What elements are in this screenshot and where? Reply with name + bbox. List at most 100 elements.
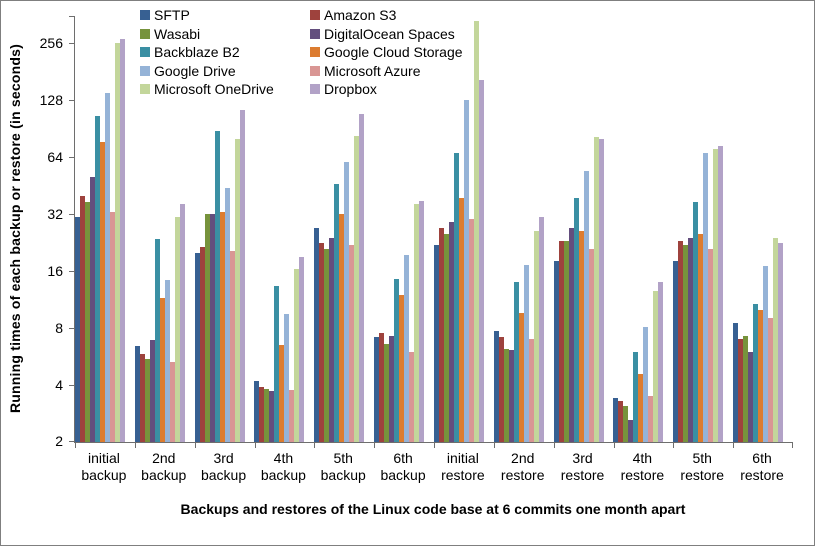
legend-label: Google Drive [154, 62, 236, 79]
bar-microsoft-onedrive [115, 42, 120, 442]
x-axis-tick [613, 442, 615, 448]
bar-backblaze-b2 [693, 202, 699, 442]
bar-google-drive [404, 254, 410, 442]
bar-dropbox [120, 38, 125, 442]
x-axis-tick [194, 442, 196, 448]
x-axis-tick [493, 442, 495, 448]
x-axis-tick [374, 442, 376, 448]
x-axis-category-label: 6th restore [740, 450, 784, 483]
bar-microsoft-onedrive [773, 237, 779, 442]
bar-backblaze-b2 [753, 304, 759, 442]
x-axis-tick [733, 442, 735, 448]
bar-wasabi [563, 241, 569, 442]
x-axis-category-label: 5th restore [680, 450, 724, 483]
legend-label: Microsoft OneDrive [154, 81, 274, 97]
legend: SFTP Amazon S3 Wasabi DigitalOcean Spaces Ba… [140, 8, 463, 96]
legend-item-backblaze-b2: Backblaze B2 [140, 45, 310, 59]
legend-item-microsoft-onedrive: Microsoft OneDrive [140, 82, 310, 96]
bar-digitalocean-spaces [448, 222, 454, 442]
bar-dropbox [419, 201, 425, 442]
bar-group-2nd-restore [493, 16, 554, 442]
bar-dropbox [718, 146, 724, 442]
bar-dropbox [478, 80, 484, 442]
legend-swatch-icon [310, 65, 320, 76]
bar-microsoft-onedrive [294, 268, 300, 442]
y-axis-top-tick [69, 16, 75, 17]
x-axis-category-labels: initial backup 2nd backup 3rd backup 4th backup… [74, 450, 792, 484]
bar-sftp [613, 398, 619, 442]
x-axis-category-label: initial restore [441, 450, 485, 483]
bar-digitalocean-spaces [688, 237, 694, 442]
x-axis-category-label: 3rd restore [560, 450, 605, 483]
bar-group-6th-restore [733, 16, 793, 442]
bar-sftp [433, 244, 439, 442]
legend-swatch-icon [310, 47, 320, 57]
bar-amazon-s3 [80, 195, 85, 442]
legend-swatch-icon [140, 84, 150, 94]
bar-dropbox [658, 282, 664, 442]
bar-google-drive [284, 313, 290, 442]
bar-google-drive [463, 100, 469, 442]
bar-google-cloud-storage [339, 214, 345, 442]
bar-microsoft-onedrive [533, 231, 539, 442]
bar-wasabi [324, 248, 330, 442]
legend-swatch-icon [310, 84, 320, 94]
bar-wasabi [743, 335, 749, 442]
bar-microsoft-azure [708, 248, 714, 442]
bar-digitalocean-spaces [628, 420, 634, 442]
y-axis-tick [69, 385, 75, 386]
y-axis-tick [69, 328, 75, 329]
y-axis-tick-label: 8 [55, 320, 63, 336]
bar-wasabi [144, 358, 150, 442]
x-axis-category-label: 4th restore [620, 450, 665, 483]
bar-google-cloud-storage [518, 313, 524, 442]
bar-backblaze-b2 [394, 279, 400, 442]
bar-sftp [733, 323, 739, 442]
y-axis-tick-label: 32 [47, 206, 63, 222]
x-axis-category-label: 5th backup [320, 450, 366, 483]
legend-item-wasabi: Wasabi [140, 27, 310, 41]
bar-digitalocean-spaces [90, 177, 95, 442]
y-axis-tick-label: 64 [47, 149, 63, 165]
bar-group-3rd-restore [553, 16, 614, 442]
bar-microsoft-azure [409, 351, 415, 442]
y-axis-tick [69, 271, 75, 272]
bar-backblaze-b2 [334, 184, 340, 442]
x-axis-tick [75, 442, 76, 448]
y-axis-tick-label: 128 [39, 92, 63, 108]
bar-dropbox [598, 138, 604, 442]
x-axis-category-label: 6th backup [380, 450, 426, 483]
bar-google-cloud-storage [100, 141, 105, 442]
legend-item-google-cloud-storage: Google Cloud Storage [310, 45, 463, 59]
x-axis-tick [314, 442, 316, 448]
x-axis-tick [134, 442, 136, 448]
bar-microsoft-azure [289, 390, 295, 442]
legend-swatch-icon [140, 47, 150, 57]
bar-group-6th-backup [374, 16, 434, 442]
bar-microsoft-onedrive [414, 204, 420, 442]
legend-swatch-icon [140, 28, 150, 39]
bar-groups [75, 16, 793, 442]
bar-microsoft-azure [229, 250, 235, 442]
bar-digitalocean-spaces [568, 228, 574, 442]
bar-group-2nd-backup [134, 16, 195, 442]
bar-group-3rd-backup [194, 16, 255, 442]
legend-label: Microsoft Azure [324, 62, 421, 79]
bar-google-cloud-storage [399, 294, 405, 442]
bar-wasabi [264, 389, 270, 442]
legend-swatch-icon [140, 10, 150, 20]
bar-amazon-s3 [438, 228, 444, 442]
plot-area [69, 16, 793, 448]
bar-google-drive [164, 280, 170, 442]
bar-group-5th-backup [314, 16, 374, 442]
bar-wasabi [683, 244, 689, 442]
bar-digitalocean-spaces [748, 351, 754, 442]
bar-google-drive [763, 266, 769, 442]
bar-dropbox [239, 110, 245, 442]
x-axis-tick [673, 442, 675, 448]
bar-microsoft-onedrive [473, 21, 479, 442]
bar-microsoft-onedrive [354, 135, 360, 442]
bar-amazon-s3 [498, 336, 504, 442]
legend-label: Wasabi [154, 25, 201, 42]
bar-digitalocean-spaces [269, 391, 275, 442]
